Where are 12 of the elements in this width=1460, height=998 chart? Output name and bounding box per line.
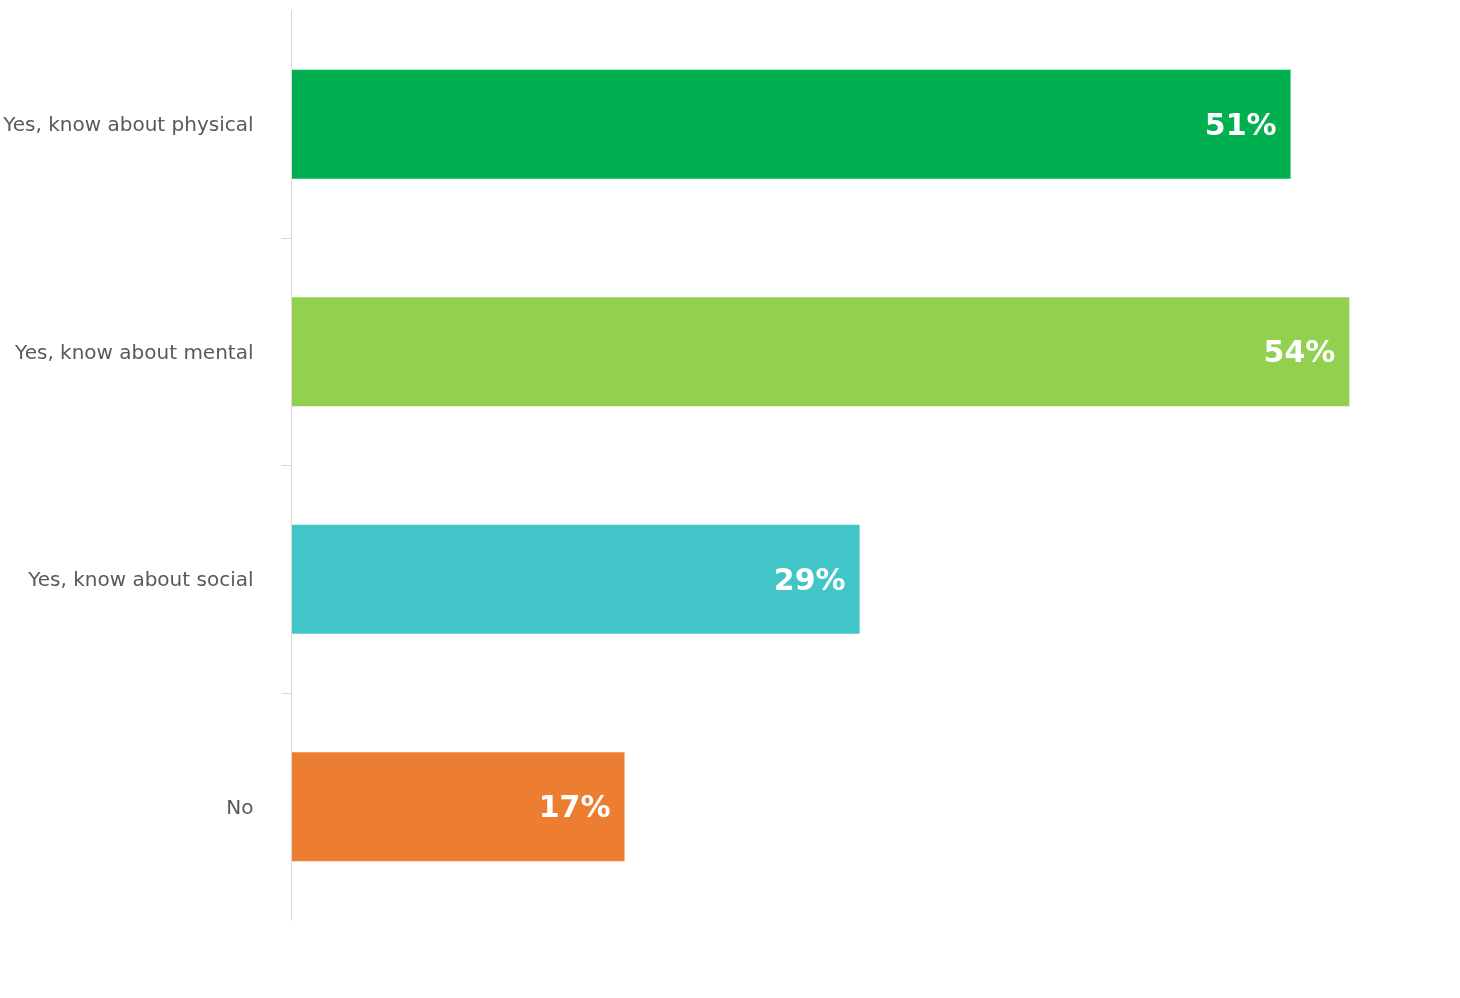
- data-label: 29%: [773, 561, 846, 597]
- y-tick-label: Yes, know about mental: [14, 339, 254, 364]
- bar: [291, 297, 1350, 407]
- data-label: 54%: [1263, 334, 1336, 370]
- y-tick-label: Yes, know about physical: [2, 112, 254, 137]
- bar: [291, 524, 860, 634]
- data-label: 17%: [538, 789, 611, 825]
- bar: [291, 752, 625, 862]
- bar: [291, 69, 1291, 179]
- y-tick-label: Yes, know about social: [27, 567, 254, 592]
- data-label: 51%: [1204, 106, 1277, 142]
- y-tick-label: No: [226, 794, 254, 819]
